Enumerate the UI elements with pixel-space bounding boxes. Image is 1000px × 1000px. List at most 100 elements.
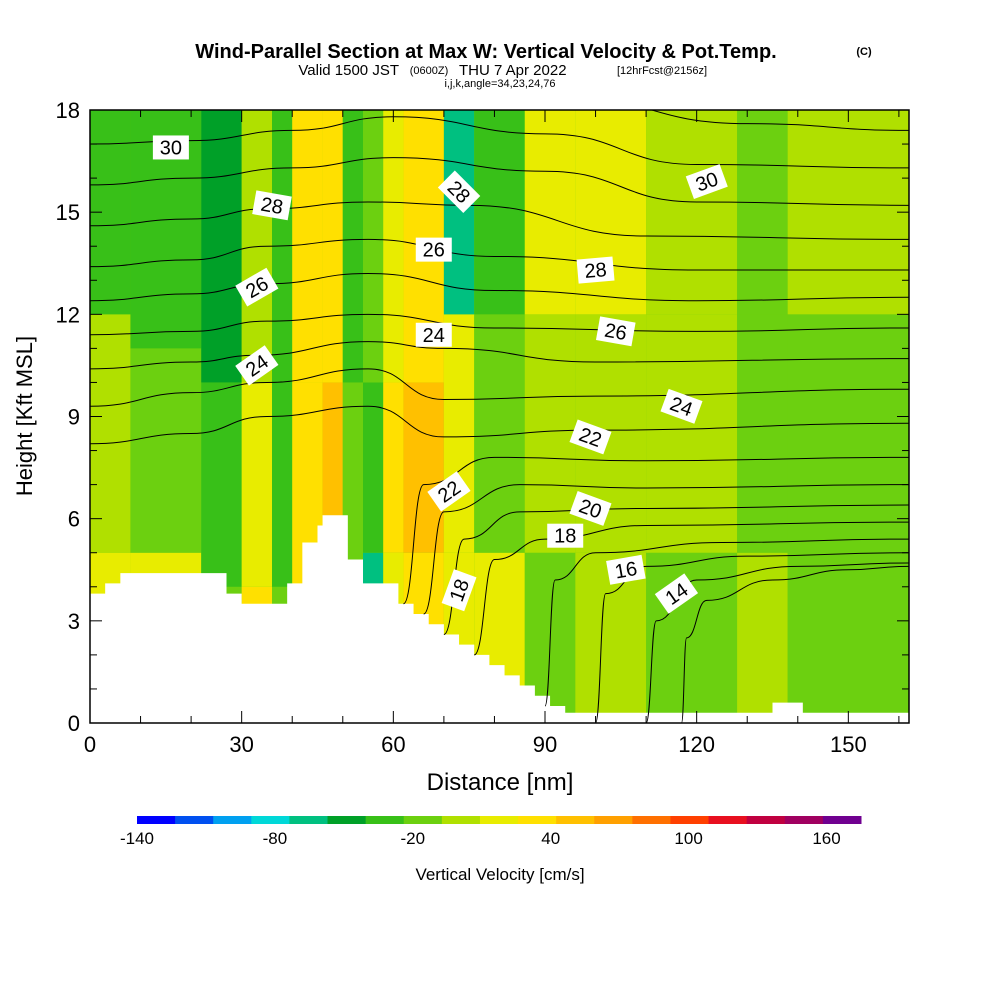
- contour-label-box: [576, 256, 615, 284]
- contour-label-text: 26: [423, 240, 445, 262]
- contour-label-box: [660, 388, 703, 424]
- colorbar-label: Vertical Velocity [cm/s]: [415, 865, 584, 884]
- x-axis: 0 30 60 90 120 150: [84, 110, 900, 757]
- colorbar-swatch: [518, 816, 557, 824]
- contour-label-text: 28: [259, 194, 285, 220]
- isentrope-line: [90, 157, 909, 206]
- isentrope-line: [90, 341, 909, 370]
- colorbar-swatch: [403, 816, 443, 824]
- contour-label: 16: [606, 554, 646, 585]
- contour-label: 22: [569, 419, 612, 455]
- y-axis: 0 3 6 9 12 15 18: [56, 98, 909, 736]
- contour-label: 18: [547, 523, 584, 548]
- contour-label: 26: [595, 316, 636, 347]
- colorbar-swatch: [708, 816, 748, 824]
- contour-label-box: [415, 322, 452, 347]
- x-tick-label: 120: [678, 732, 715, 757]
- contour-label-box: [547, 523, 584, 548]
- velocity-cell: [787, 110, 909, 315]
- contour-label-box: [441, 569, 477, 612]
- isentrope-line: [90, 368, 909, 407]
- colorbar-tick-label: 160: [812, 829, 840, 848]
- isentrope-line: [595, 552, 909, 723]
- colorbar-swatch: [365, 816, 405, 824]
- velocity-cell: [383, 382, 404, 553]
- colorbar-tick-label: -80: [263, 829, 288, 848]
- contour-label: 24: [660, 388, 703, 424]
- isentrope-line: [544, 538, 909, 707]
- isentrope-line: [90, 201, 909, 240]
- y-tick-label: 9: [68, 405, 80, 430]
- colorbar-swatch: [289, 816, 329, 824]
- velocity-cell: [363, 382, 384, 553]
- colorbar-swatch: [632, 816, 671, 824]
- terrain: [90, 515, 909, 723]
- contour-label: 28: [252, 190, 292, 221]
- y-tick-label: 18: [56, 98, 80, 123]
- colorbar-swatch: [556, 816, 595, 824]
- isentrope-line: [90, 238, 909, 271]
- valid-prefix: Valid 1500 JST: [298, 62, 399, 79]
- contour-label-box: [235, 267, 279, 307]
- colorbar-swatch: [594, 816, 633, 824]
- contour-label-box: [415, 237, 452, 262]
- colorbar-tick-label: 40: [541, 829, 560, 848]
- contour-label-box: [235, 345, 279, 386]
- isentrope-line: [423, 484, 909, 615]
- contour-label-box: [606, 554, 646, 585]
- isentrope-line: [681, 565, 909, 723]
- x-axis-label: Distance [nm]: [427, 769, 574, 796]
- velocity-cell: [322, 382, 343, 553]
- velocity-cell: [646, 314, 738, 553]
- contour-label: 26: [415, 237, 452, 262]
- contour-label-box: [569, 419, 612, 455]
- velocity-cell: [443, 110, 475, 315]
- velocity-cell: [524, 110, 576, 315]
- contour-label-text: 28: [584, 259, 608, 283]
- colorbar: -140 -80 -20 40 100 160: [120, 816, 862, 848]
- contour-label-box: [437, 170, 481, 213]
- y-tick-label: 6: [68, 507, 80, 532]
- velocity-cell: [130, 348, 202, 553]
- valid-zulu: (0600Z): [410, 65, 449, 77]
- colorbar-swatch: [137, 816, 176, 824]
- velocity-cell: [737, 110, 788, 315]
- x-tick-label: 150: [830, 732, 867, 757]
- isentrope-line: [443, 504, 909, 635]
- terrain-mask: [90, 515, 909, 723]
- y-tick-label: 12: [56, 302, 80, 327]
- velocity-cell: [342, 382, 363, 553]
- velocity-cell: [443, 314, 475, 553]
- velocity-cell: [787, 552, 909, 723]
- velocity-cell: [201, 110, 242, 383]
- isentrope-line: [402, 456, 909, 605]
- velocity-cell: [292, 110, 323, 383]
- y-tick-label: 15: [56, 200, 80, 225]
- contour-label-text: 30: [160, 137, 182, 159]
- copyright-mark: (C): [856, 46, 872, 58]
- contour-label-box: [654, 573, 699, 614]
- colorbar-swatch: [213, 816, 252, 824]
- colorbar-swatch: [784, 816, 824, 824]
- x-tick-label: 60: [381, 732, 405, 757]
- colorbar-tick-label: 100: [674, 829, 702, 848]
- contour-label-text: 24: [423, 325, 445, 347]
- velocity-cell: [474, 110, 525, 315]
- velocity-cell: [90, 314, 131, 553]
- contour-label: 30: [152, 135, 189, 160]
- x-tick-label: 30: [229, 732, 253, 757]
- velocity-cell: [383, 110, 404, 383]
- contour-label-text: 16: [613, 558, 639, 584]
- colorbar-swatch: [441, 816, 481, 824]
- forecast-info: [12hrFcst@2156z]: [617, 65, 707, 77]
- y-axis-label: Height [Kft MSL]: [12, 336, 37, 496]
- isentrope-contours: [90, 110, 909, 723]
- valid-date: THU 7 Apr 2022: [459, 62, 567, 79]
- velocity-cell: [737, 314, 788, 553]
- chart-title: Wind-Parallel Section at Max W: Vertical…: [195, 41, 776, 63]
- velocity-cell: [737, 552, 788, 723]
- isentrope-line: [90, 110, 909, 131]
- velocity-cell: [322, 110, 343, 383]
